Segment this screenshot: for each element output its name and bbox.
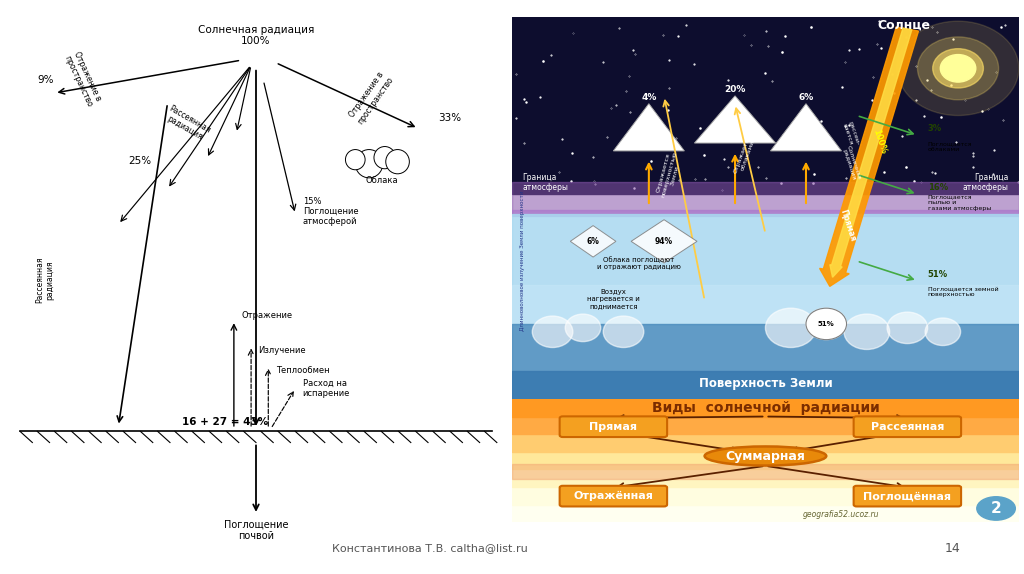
Text: Поглощённая: Поглощённая: [863, 491, 951, 501]
Text: Суммарная: Суммарная: [725, 449, 806, 463]
Text: Поглощается земной
поверхностью: Поглощается земной поверхностью: [928, 286, 998, 297]
Text: 16 + 27 = 43%: 16 + 27 = 43%: [182, 417, 268, 428]
FancyBboxPatch shape: [854, 486, 962, 506]
Text: 51%: 51%: [818, 321, 835, 327]
Text: 51%: 51%: [928, 270, 948, 279]
Text: Отражённая: Отражённая: [573, 491, 653, 501]
Bar: [512, 505, 1019, 522]
Text: Длинноволновое излучение Земли поверхности: Длинноволновое излучение Земли поверхнос…: [519, 191, 524, 331]
Text: 2: 2: [990, 501, 1001, 516]
Text: Солнечная
радиация: Солнечная радиация: [841, 145, 862, 182]
Text: 25%: 25%: [128, 156, 152, 166]
Text: Теплообмен: Теплообмен: [275, 366, 330, 375]
Bar: [512, 324, 1019, 410]
Bar: [512, 417, 1019, 434]
Text: Константинова Т.В. caltha@list.ru: Константинова Т.В. caltha@list.ru: [332, 543, 528, 553]
Text: Рассеянная
радиация: Рассеянная радиация: [162, 103, 212, 144]
Text: Поглощение
почвой: Поглощение почвой: [224, 520, 288, 541]
Text: Рассеянная: Рассеянная: [870, 422, 944, 432]
Bar: [512, 285, 1019, 324]
Text: Облака поглощают
и отражают радиацию: Облака поглощают и отражают радиацию: [597, 256, 681, 270]
FancyArrow shape: [829, 28, 911, 277]
Text: 3%: 3%: [928, 124, 942, 133]
Text: 9%: 9%: [37, 75, 54, 85]
Polygon shape: [570, 226, 615, 257]
Text: 15%
Поглощение
атмосферой: 15% Поглощение атмосферой: [303, 196, 358, 226]
Text: Поглощается
пылью и
газами атмосферы: Поглощается пылью и газами атмосферы: [928, 194, 991, 211]
Text: Поверхность Земли: Поверхность Земли: [698, 377, 833, 390]
FancyBboxPatch shape: [854, 416, 962, 437]
Text: Воздух
нагревается и
поднимается: Воздух нагревается и поднимается: [587, 289, 640, 309]
Text: Отражается
поверхностью
Земли: Отражается поверхностью Земли: [655, 149, 683, 199]
Circle shape: [887, 312, 928, 344]
FancyArrow shape: [819, 27, 919, 286]
FancyBboxPatch shape: [560, 416, 667, 437]
Text: 4%: 4%: [641, 93, 656, 102]
Text: Отражение в
пространство: Отражение в пространство: [62, 49, 103, 108]
Text: Граница
атмосферы: Граница атмосферы: [963, 173, 1009, 192]
Bar: [512, 371, 1019, 410]
Polygon shape: [631, 220, 697, 263]
Circle shape: [940, 55, 976, 82]
Bar: [512, 214, 1019, 324]
Bar: [512, 17, 1019, 194]
Circle shape: [345, 150, 366, 170]
Circle shape: [603, 316, 644, 347]
Circle shape: [532, 316, 572, 347]
Text: 94%: 94%: [655, 237, 673, 246]
Text: 33%: 33%: [438, 113, 461, 123]
Circle shape: [844, 314, 890, 350]
Circle shape: [765, 308, 816, 347]
Polygon shape: [694, 96, 775, 143]
Text: Облака: Облака: [365, 176, 397, 185]
Text: Излучение: Излучение: [258, 346, 306, 355]
Text: Отражение в
пространство: Отражение в пространство: [347, 69, 395, 126]
FancyBboxPatch shape: [560, 486, 667, 506]
Text: 6%: 6%: [799, 93, 814, 102]
Circle shape: [806, 308, 847, 340]
Text: 14: 14: [944, 542, 961, 554]
Circle shape: [977, 497, 1016, 520]
Circle shape: [933, 49, 983, 88]
Text: Прямая: Прямая: [590, 422, 637, 432]
Text: Отражение: Отражение: [242, 311, 293, 320]
Bar: [512, 464, 1019, 479]
Text: Отражается
облаками: Отражается облаками: [733, 134, 757, 176]
Circle shape: [565, 314, 601, 342]
Text: 100%: 100%: [871, 128, 888, 156]
Circle shape: [386, 150, 410, 174]
Circle shape: [806, 308, 847, 340]
Text: Поглощается
облаками: Поглощается облаками: [928, 141, 972, 152]
Text: Расход на
испарение: Расход на испарение: [303, 379, 350, 398]
Bar: [512, 434, 1019, 452]
Text: geografia52.ucoz.ru: geografia52.ucoz.ru: [803, 510, 880, 519]
Bar: [512, 470, 1019, 487]
Bar: [512, 210, 1019, 216]
Polygon shape: [613, 104, 684, 151]
Circle shape: [918, 37, 998, 100]
Bar: [512, 452, 1019, 470]
Polygon shape: [770, 104, 842, 151]
Text: Граница
атмосферы: Граница атмосферы: [522, 173, 568, 192]
Circle shape: [355, 150, 383, 178]
Circle shape: [925, 318, 961, 346]
Text: 6%: 6%: [587, 237, 599, 246]
Bar: [512, 399, 1019, 417]
Text: Прямая: Прямая: [839, 208, 857, 243]
Text: рассеи-
вается: рассеи- вается: [842, 121, 859, 148]
Ellipse shape: [705, 447, 826, 466]
Bar: [512, 487, 1019, 505]
Text: 16%: 16%: [928, 183, 948, 192]
Text: Виды  солнечной  радиации: Виды солнечной радиации: [651, 401, 880, 414]
Text: Солнце: Солнце: [877, 19, 930, 32]
Text: 20%: 20%: [724, 85, 745, 94]
Text: Солнечная радиация
100%: Солнечная радиация 100%: [198, 25, 314, 46]
Bar: [512, 183, 1019, 214]
Circle shape: [374, 146, 395, 169]
Text: Рассеянная
радиация: Рассеянная радиация: [35, 257, 54, 303]
Circle shape: [897, 21, 1019, 115]
